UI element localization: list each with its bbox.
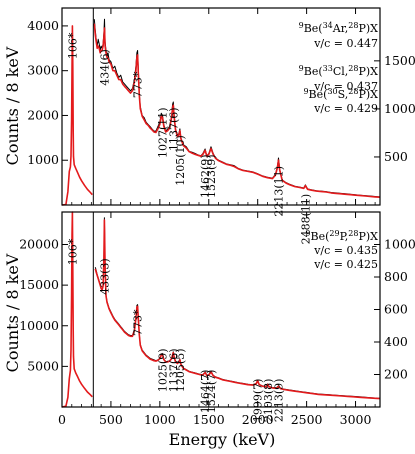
top-ticks: 1000 2000 3000 4000 500 1000 1500: [27, 8, 415, 205]
reaction-label-top-1: 9Be(34Ar,28P)X: [299, 21, 379, 35]
peak-label-1-2: 773*: [132, 309, 145, 336]
peak-label-0-2: 773*: [132, 71, 145, 98]
y-left-tick-label-0-1: 2000: [27, 107, 59, 122]
peak-label-0-8: 2213(11): [273, 166, 286, 217]
y-right-tick-label-0-0: 500: [384, 149, 408, 164]
y-left-tick-label-1-3: 20000: [19, 237, 59, 252]
series-line-1-0: [61, 211, 93, 408]
peak-label-0-5: 1205(10): [174, 135, 187, 186]
x-tick-label-1: 500: [99, 412, 123, 427]
peak-label-0-0: 106*: [66, 32, 79, 59]
peak-label-0-7: 1523(9): [205, 154, 218, 198]
series-line-1-2: [94, 219, 381, 400]
velocity-label-top-1: v/c = 0.447: [313, 37, 378, 50]
bottom-series: [61, 211, 381, 408]
reaction-label-bottom-1: 9Be(29P,28P)X: [305, 229, 378, 243]
y-left-tick-label-0-2: 3000: [27, 63, 59, 78]
y-left-tick-label-1-0: 5000: [27, 358, 59, 373]
bottom-legend: 9Be(29P,28P)X v/c = 0.435 v/c = 0.425: [305, 229, 378, 271]
peak-label-0-3: 1027(11): [157, 107, 170, 158]
peak-label-1-1: 433(3): [98, 258, 111, 295]
y-right-tick-label-1-4: 1000: [384, 237, 415, 252]
y-right-tick-label-1-1: 400: [384, 334, 408, 349]
peak-label-1-3: 1025(9): [156, 349, 169, 393]
bottom-peak-labels: 106*433(3)773*1025(9)1137(6)1205(5) 1464(…: [66, 238, 285, 422]
velocity-label-top-3: v/c = 0.429: [313, 102, 378, 115]
bottom-plot-frame: [61, 211, 381, 408]
peak-label-1-8: 1999(7): [252, 379, 265, 423]
series-line-0-2: [93, 23, 381, 198]
peak-label-0-6: 1462(9): [199, 154, 212, 198]
peak-label-1-5: 1205(5): [174, 349, 187, 393]
velocity-label-bottom-1: v/c = 0.435: [313, 244, 378, 257]
y-right-tick-label-0-2: 1500: [384, 53, 415, 68]
top-panel: 106* 434(6) 773* 1027(11)1137(6)1205(10) 146…: [3, 7, 415, 244]
peak-label-0-9: 2488(11): [299, 194, 312, 245]
y-left-tick-label-0-0: 1000: [27, 152, 59, 167]
reaction-label-top-3: 9Be(30S,28P)X: [303, 87, 378, 101]
velocity-label-bottom-2: v/c = 0.425: [313, 258, 378, 271]
top-legend: 9Be(34Ar,28P)X v/c = 0.447 9Be(33Cl,28P)…: [299, 21, 379, 115]
y-left-tick-label-1-2: 15000: [19, 277, 59, 292]
x-tick-label-5: 2500: [291, 412, 323, 427]
peak-label-1-4: 1137(6): [167, 349, 180, 393]
x-tick-label-0: 0: [58, 412, 66, 427]
x-axis-title: Energy (keV): [169, 430, 276, 449]
top-peak-labels: 106* 434(6) 773* 1027(11)1137(6)1205(10) 146…: [66, 32, 312, 244]
top-y-axis-title: Counts / 8 keV: [3, 46, 22, 165]
peak-label-1-9: 2103(8): [262, 379, 275, 423]
reaction-label-top-2: 9Be(33Cl,28P)X: [299, 64, 378, 78]
peak-label-0-4: 1137(6): [167, 107, 180, 151]
series-line-0-0: [61, 25, 93, 206]
velocity-label-top-2: v/c = 0.437: [313, 80, 378, 93]
peak-label-1-10: 2213(9): [273, 379, 286, 423]
peak-label-1-0: 106*: [66, 238, 79, 265]
y-right-tick-label-1-0: 200: [384, 367, 408, 382]
y-right-tick-label-0-1: 1000: [384, 101, 415, 116]
x-tick-label-2: 1000: [144, 412, 176, 427]
y-right-tick-label-1-2: 600: [384, 302, 408, 317]
top-series: [61, 18, 381, 206]
x-tick-label-4: 2000: [242, 412, 274, 427]
peak-label-0-1: 434(6): [99, 49, 112, 86]
y-right-tick-label-1-3: 800: [384, 269, 408, 284]
y-left-tick-label-0-3: 4000: [27, 18, 59, 33]
bottom-panel: 106*433(3)773*1025(9)1137(6)1205(5) 1464(…: [3, 211, 415, 449]
x-tick-label-3: 1500: [193, 412, 225, 427]
y-left-tick-label-1-1: 10000: [19, 318, 59, 333]
top-plot-frame: [61, 7, 381, 206]
bottom-y-axis-title: Counts / 8 keV: [3, 253, 22, 372]
x-tick-label-6: 3000: [340, 412, 372, 427]
